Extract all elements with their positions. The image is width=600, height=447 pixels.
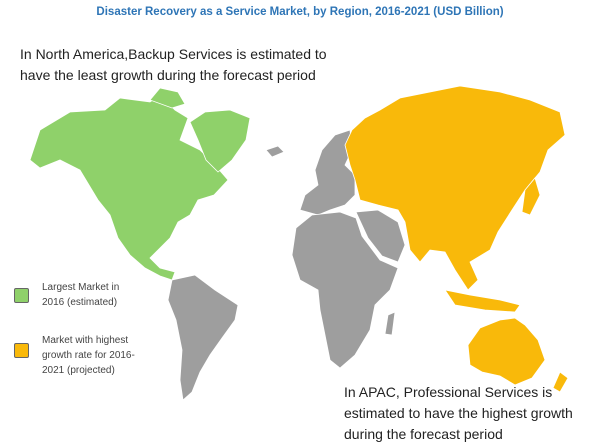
legend-label: Market with highest growth rate for 2016…	[42, 335, 135, 376]
arctic-islands	[149, 87, 186, 109]
iceland	[265, 145, 285, 158]
asia	[344, 85, 566, 291]
legend-swatch	[14, 343, 29, 358]
legend-swatch	[14, 288, 29, 303]
japan	[521, 177, 541, 216]
south-america	[167, 274, 239, 401]
legend-label: Largest Market in 2016 (estimated)	[42, 282, 120, 308]
new-zealand	[552, 371, 569, 393]
australia	[467, 317, 546, 386]
middle-east	[355, 209, 406, 263]
title: Disaster Recovery as a Service Market, b…	[96, 6, 504, 18]
africa	[291, 211, 399, 369]
greenland	[189, 109, 251, 173]
indonesia	[444, 289, 521, 313]
annotation: In APAC, Professional Services is estima…	[344, 384, 573, 442]
madagascar	[384, 311, 396, 336]
annotation: In North America,Backup Services is esti…	[20, 46, 327, 83]
